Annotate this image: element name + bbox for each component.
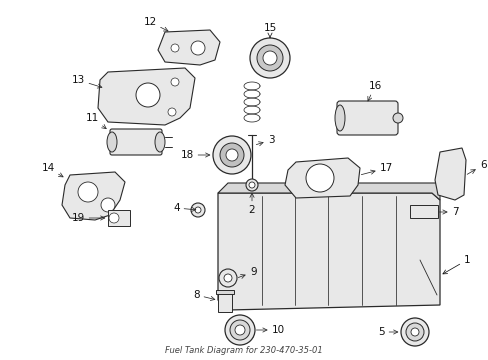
Polygon shape <box>285 158 359 198</box>
Circle shape <box>109 213 119 223</box>
Circle shape <box>235 325 244 335</box>
Bar <box>108 210 130 226</box>
Circle shape <box>101 198 115 212</box>
Polygon shape <box>218 183 439 200</box>
Circle shape <box>191 203 204 217</box>
Text: 10: 10 <box>256 325 285 335</box>
Bar <box>218 292 231 312</box>
Ellipse shape <box>334 105 345 131</box>
Text: 11: 11 <box>85 113 106 129</box>
Circle shape <box>191 41 204 55</box>
Circle shape <box>249 38 289 78</box>
Circle shape <box>410 328 418 336</box>
Circle shape <box>171 78 179 86</box>
Text: 2: 2 <box>248 193 255 215</box>
Circle shape <box>245 179 258 191</box>
Circle shape <box>224 315 254 345</box>
Ellipse shape <box>155 132 164 152</box>
Polygon shape <box>434 148 465 200</box>
Circle shape <box>392 113 402 123</box>
Circle shape <box>224 274 231 282</box>
Text: 17: 17 <box>361 163 392 175</box>
Circle shape <box>136 83 160 107</box>
Bar <box>409 205 437 218</box>
Circle shape <box>257 45 283 71</box>
Circle shape <box>305 164 333 192</box>
Text: 13: 13 <box>72 75 102 88</box>
Text: 15: 15 <box>263 23 276 37</box>
Text: Fuel Tank Diagram for 230-470-35-01: Fuel Tank Diagram for 230-470-35-01 <box>165 346 322 355</box>
Circle shape <box>263 51 276 65</box>
Text: 1: 1 <box>442 255 469 274</box>
FancyBboxPatch shape <box>336 101 397 135</box>
Circle shape <box>219 269 237 287</box>
Circle shape <box>248 182 254 188</box>
Circle shape <box>400 318 428 346</box>
Text: 6: 6 <box>466 160 486 174</box>
Circle shape <box>171 44 179 52</box>
Text: 18: 18 <box>181 150 209 160</box>
Circle shape <box>78 182 98 202</box>
Text: 3: 3 <box>256 135 274 146</box>
Circle shape <box>195 207 201 213</box>
Circle shape <box>229 320 249 340</box>
Text: 12: 12 <box>143 17 168 31</box>
Text: 9: 9 <box>238 267 256 278</box>
Text: 14: 14 <box>41 163 63 177</box>
Text: 19: 19 <box>72 213 104 223</box>
Circle shape <box>213 136 250 174</box>
Text: 4: 4 <box>173 203 195 213</box>
Bar <box>216 290 234 294</box>
Polygon shape <box>98 68 195 125</box>
Ellipse shape <box>107 132 117 152</box>
Polygon shape <box>62 172 125 220</box>
Circle shape <box>168 108 176 116</box>
Text: 16: 16 <box>367 81 381 101</box>
Circle shape <box>220 143 244 167</box>
Text: 8: 8 <box>193 290 214 301</box>
Circle shape <box>405 323 423 341</box>
Text: 5: 5 <box>378 327 397 337</box>
Polygon shape <box>218 193 439 310</box>
Circle shape <box>225 149 238 161</box>
FancyBboxPatch shape <box>110 129 162 155</box>
Text: 7: 7 <box>439 207 458 217</box>
Polygon shape <box>158 30 220 65</box>
